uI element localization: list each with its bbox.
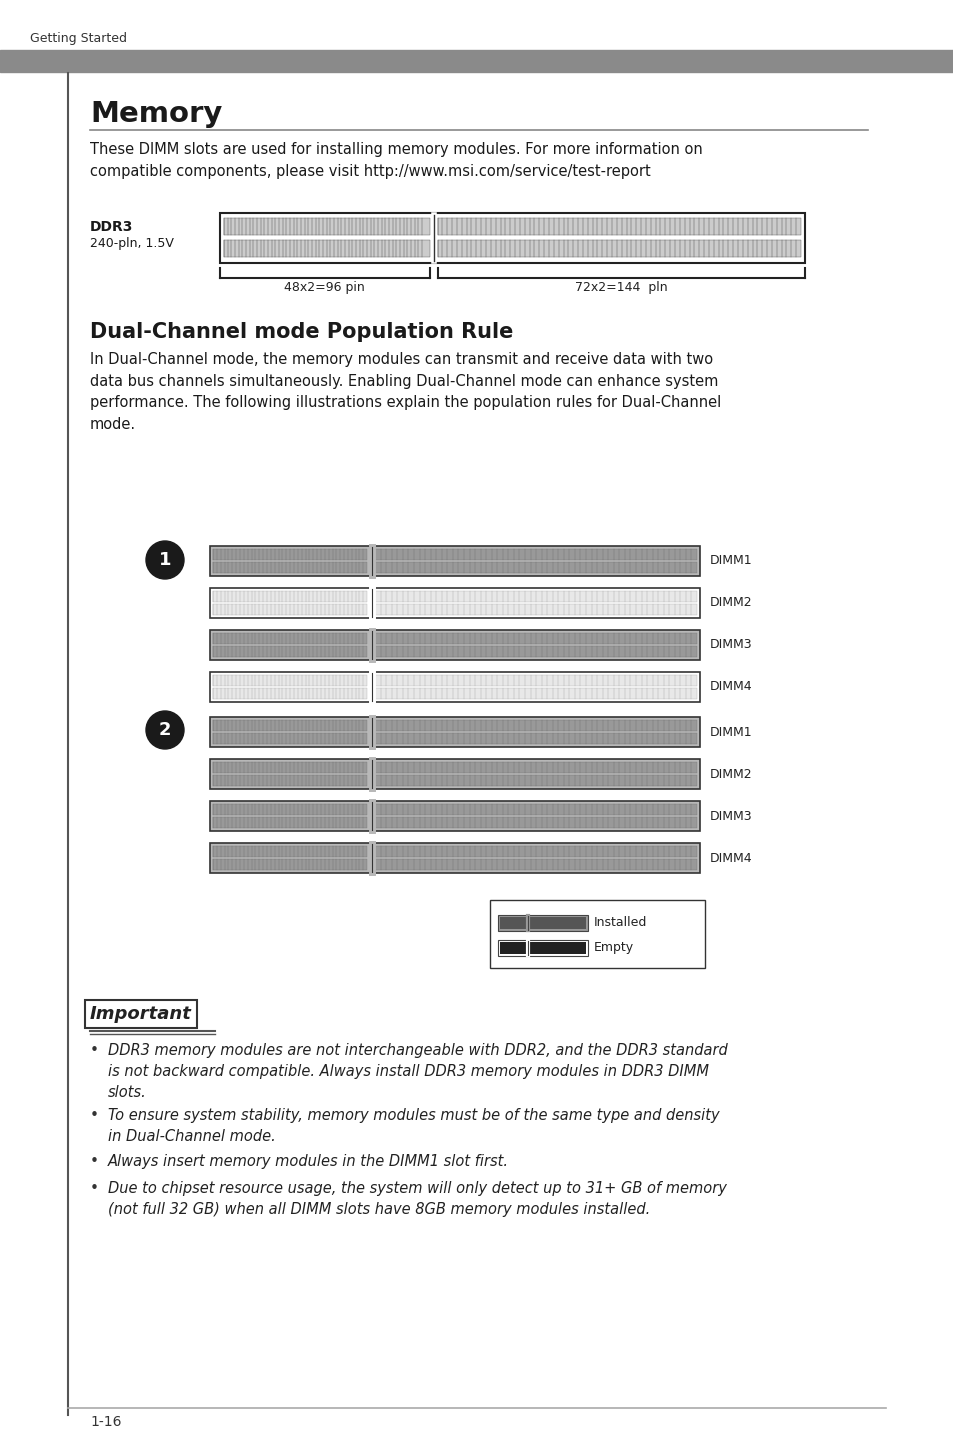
Text: DIMM2: DIMM2 (709, 597, 752, 610)
Bar (437, 218, 801, 235)
Text: 240-pln, 1.5V: 240-pln, 1.5V (90, 238, 173, 251)
Bar (210, 800, 700, 831)
Bar (375, 646, 697, 657)
Bar (213, 674, 367, 686)
Bar (213, 775, 367, 786)
Bar (375, 859, 697, 871)
Bar (437, 241, 801, 256)
Text: These DIMM slots are used for installing memory modules. For more information on: These DIMM slots are used for installing… (90, 142, 702, 179)
Bar (224, 241, 429, 256)
Text: DDR3: DDR3 (90, 221, 133, 233)
Bar (375, 775, 697, 786)
Bar (224, 218, 429, 235)
Text: •: • (90, 1154, 99, 1169)
Bar (213, 762, 367, 773)
Text: •: • (90, 1181, 99, 1196)
Text: DIMM4: DIMM4 (709, 680, 752, 693)
Bar (220, 213, 804, 263)
Bar (375, 720, 697, 730)
Bar (375, 733, 697, 745)
Text: DIMM3: DIMM3 (709, 639, 752, 652)
Bar (213, 803, 367, 815)
Bar (210, 717, 700, 748)
Bar (210, 546, 700, 576)
Bar (375, 687, 697, 699)
Text: DIMM2: DIMM2 (709, 768, 752, 780)
Text: 48x2=96 pin: 48x2=96 pin (284, 281, 365, 294)
Text: 1-16: 1-16 (90, 1415, 121, 1429)
Bar (375, 548, 697, 560)
Bar (0, 50, 953, 72)
Bar (210, 843, 700, 874)
Text: To ensure system stability, memory modules must be of the same type and density
: To ensure system stability, memory modul… (108, 1108, 719, 1144)
Bar (213, 604, 367, 614)
Bar (213, 687, 367, 699)
Text: Dual-Channel mode Population Rule: Dual-Channel mode Population Rule (90, 322, 513, 342)
Text: DIMM3: DIMM3 (709, 809, 752, 822)
Circle shape (146, 712, 184, 749)
Bar (375, 604, 697, 614)
Bar (213, 591, 367, 601)
Text: •: • (90, 1042, 99, 1058)
Bar (213, 720, 367, 730)
Bar (213, 818, 367, 828)
Text: •: • (90, 1108, 99, 1123)
Text: 2: 2 (158, 720, 172, 739)
Circle shape (146, 541, 184, 579)
Bar (375, 591, 697, 601)
Bar (213, 646, 367, 657)
Bar (497, 915, 587, 931)
Bar (375, 803, 697, 815)
Text: Memory: Memory (90, 100, 222, 127)
Text: Always insert memory modules in the DIMM1 slot first.: Always insert memory modules in the DIMM… (108, 1154, 509, 1169)
Text: 72x2=144  pln: 72x2=144 pln (575, 281, 667, 294)
Bar (375, 762, 697, 773)
Text: 1: 1 (158, 551, 172, 569)
Bar (210, 759, 700, 789)
Text: DIMM1: DIMM1 (709, 554, 752, 567)
Bar (213, 846, 367, 856)
Bar (497, 939, 587, 957)
Bar (210, 589, 700, 619)
Bar (490, 899, 704, 968)
Bar (210, 672, 700, 702)
Text: Due to chipset resource usage, the system will only detect up to 31+ GB of memor: Due to chipset resource usage, the syste… (108, 1181, 726, 1217)
Bar (375, 561, 697, 573)
Bar (375, 633, 697, 644)
Bar (213, 859, 367, 871)
Text: Important: Important (90, 1005, 192, 1022)
Bar (499, 942, 585, 954)
Bar (210, 630, 700, 660)
Bar (499, 916, 585, 929)
Bar (213, 633, 367, 644)
Bar (213, 561, 367, 573)
Text: Installed: Installed (594, 916, 647, 929)
Bar (375, 818, 697, 828)
Text: In Dual-Channel mode, the memory modules can transmit and receive data with two
: In Dual-Channel mode, the memory modules… (90, 352, 720, 432)
Bar (375, 674, 697, 686)
Text: Empty: Empty (594, 941, 634, 955)
Bar (213, 733, 367, 745)
Bar (375, 846, 697, 856)
Text: DIMM1: DIMM1 (709, 726, 752, 739)
Text: DIMM4: DIMM4 (709, 852, 752, 865)
Text: Getting Started: Getting Started (30, 32, 127, 44)
Bar (213, 548, 367, 560)
Text: DDR3 memory modules are not interchangeable with DDR2, and the DDR3 standard
is : DDR3 memory modules are not interchangea… (108, 1042, 727, 1100)
